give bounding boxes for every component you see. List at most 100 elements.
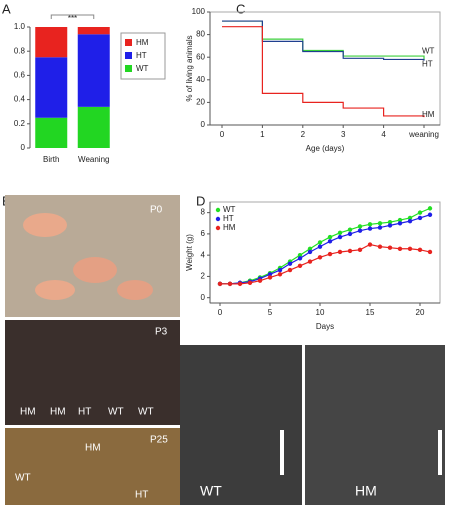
legend-swatch: [125, 39, 132, 46]
photo-xray: [180, 345, 302, 505]
x-tick-label: 0: [218, 308, 223, 317]
marker: [267, 272, 273, 277]
series-label: HM: [422, 110, 435, 119]
marker: [307, 259, 313, 264]
series-label: WT: [422, 47, 435, 56]
marker: [367, 242, 373, 247]
marker: [377, 244, 383, 249]
x-tick-label: 10: [316, 308, 325, 317]
plot-frame: [209, 201, 441, 304]
x-tick-label: 4: [381, 130, 386, 139]
marker: [297, 256, 303, 261]
significance-bracket: [50, 14, 95, 19]
x-axis-title: Age (days): [306, 144, 345, 153]
y-tick-label: 0.4: [14, 95, 26, 104]
marker: [427, 212, 433, 217]
marker: [397, 217, 403, 223]
y-tick-label: 0: [21, 143, 26, 152]
legend-label: WT: [223, 205, 236, 214]
plot-frame: [209, 11, 441, 126]
pup: [117, 280, 153, 300]
y-tick-label: 0.6: [14, 71, 26, 80]
photo-label: HM: [20, 407, 36, 418]
legend-label: HT: [223, 214, 234, 223]
photo-p25: [5, 428, 180, 505]
y-tick-label: 0.2: [14, 119, 26, 128]
x-tick-label: 20: [416, 308, 425, 317]
marker: [307, 249, 313, 255]
legend-label: HT: [136, 51, 147, 60]
y-tick-label: 60: [196, 52, 205, 61]
marker: [377, 221, 383, 226]
photo-label: WT: [138, 407, 154, 418]
marker: [337, 249, 343, 255]
y-tick-label: 2: [201, 272, 206, 281]
y-tick-label: 8: [201, 208, 206, 217]
marker: [347, 227, 353, 232]
photo-tag: P25: [150, 435, 168, 446]
marker: [287, 261, 293, 266]
marker: [357, 247, 363, 253]
marker: [407, 215, 413, 221]
y-tick-label: 80: [196, 30, 205, 39]
x-tick-label: weaning: [408, 130, 439, 139]
y-axis-title: Weight (g): [185, 234, 194, 271]
x-tick-label: 2: [301, 130, 306, 139]
y-tick-label: 4: [201, 250, 206, 259]
legend-marker: [215, 225, 221, 231]
series-label: HT: [422, 60, 433, 69]
photo-label: HM: [355, 483, 377, 499]
bar-segment: [77, 106, 110, 148]
legend-label: HM: [223, 223, 236, 232]
marker: [357, 228, 363, 233]
bar-segment: [35, 117, 68, 148]
legend-label: HM: [136, 38, 149, 47]
marker: [357, 224, 363, 229]
marker: [327, 239, 333, 244]
photo-label: HM: [50, 407, 66, 418]
panel-letter: C: [236, 1, 245, 16]
x-tick-label: 1: [260, 130, 265, 139]
marker: [407, 246, 413, 251]
marker: [327, 234, 333, 240]
photo-p3: [5, 320, 180, 425]
marker: [237, 281, 243, 287]
pup: [23, 213, 67, 237]
marker: [387, 245, 393, 250]
marker: [247, 280, 253, 285]
marker: [347, 248, 353, 254]
x-tick-label: Birth: [43, 155, 59, 164]
marker: [317, 240, 323, 245]
series-line: [222, 26, 425, 118]
x-tick-label: 0: [220, 130, 225, 139]
panel-letter: A: [2, 1, 11, 16]
marker: [397, 246, 403, 251]
marker: [297, 263, 303, 268]
marker: [317, 244, 323, 249]
legend-label: WT: [136, 64, 149, 73]
marker: [377, 225, 383, 230]
y-tick-label: 0.8: [14, 46, 26, 55]
y-tick-label: 100: [192, 7, 206, 16]
photo-label: HT: [135, 490, 148, 501]
photo-label: WT: [108, 407, 124, 418]
scale-bar: [438, 430, 442, 475]
x-axis-title: Days: [316, 322, 334, 331]
marker: [367, 226, 373, 231]
bar-segment: [77, 34, 110, 107]
marker: [277, 272, 283, 277]
pup: [35, 280, 75, 300]
photo-xray: [305, 345, 445, 505]
legend-marker: [215, 207, 221, 213]
y-tick-label: 1.0: [14, 22, 26, 31]
marker: [277, 267, 283, 273]
pup: [73, 257, 117, 283]
x-tick-label: 15: [366, 308, 375, 317]
marker: [267, 275, 273, 280]
y-tick-label: 6: [201, 229, 206, 238]
series-line: [220, 214, 431, 285]
x-tick-label: Weaning: [78, 155, 109, 164]
marker: [297, 252, 303, 258]
bar-segment: [35, 57, 68, 118]
